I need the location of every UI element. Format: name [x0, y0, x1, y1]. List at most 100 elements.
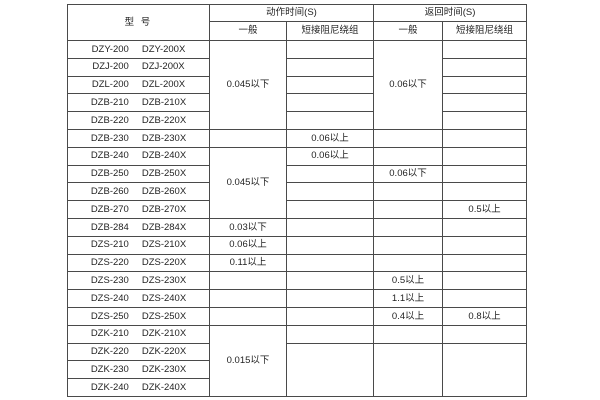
model-name-x: DZB-260X [141, 186, 187, 198]
table-row: DZS-250 DZS-250X 0.4以上 0.8以上 [67, 306, 528, 326]
table-row: DZK-210 DZK-210X 0.015以下 [67, 324, 528, 397]
value-cell [442, 146, 528, 166]
value-cell [285, 164, 375, 184]
value-cell [442, 253, 528, 273]
value-cell: 0.11以上 [209, 253, 287, 273]
model-cell: DZB-250 DZB-250X [67, 164, 210, 184]
model-name-x: DZS-220X [141, 257, 187, 269]
table-row: DZJ-200 DZJ-200X [67, 57, 528, 77]
model-name: DZB-240 [90, 150, 129, 162]
value-cell [442, 93, 528, 113]
table-row: DZB-210 DZB-210X [67, 93, 528, 113]
value-cell: 0.06以下 [373, 40, 444, 130]
model-name-x: DZS-240X [141, 292, 187, 304]
value-cell [285, 235, 375, 255]
value-cell [285, 306, 375, 326]
model-name: DZB-260 [90, 186, 129, 198]
model-name-x: DZJ-200X [141, 61, 185, 73]
model-name-x: DZY-200X [141, 43, 186, 55]
table-row: DZB-260 DZB-260X [67, 182, 528, 202]
table-row: DZL-200 DZL-200X [67, 75, 528, 95]
value-cell: 0.015以下 [209, 324, 287, 397]
model-name-x: DZK-210X [141, 328, 187, 340]
model-name: DZS-250 [90, 310, 129, 322]
model-name-x: DZK-220X [141, 346, 187, 358]
model-name: DZS-230 [90, 275, 129, 286]
value-cell [285, 75, 375, 95]
table-row: DZB-270 DZB-270X 0.5以上 [67, 200, 528, 219]
table-row: DZB-250 DZB-250X 0.06以下 [67, 164, 528, 184]
value-cell [442, 235, 528, 255]
model-cell: DZK-220 DZK-220X [67, 342, 210, 362]
value-cell [285, 324, 375, 344]
model-cell: DZB-284 DZB-284X [67, 217, 210, 237]
model-name-x: DZB-210X [141, 97, 187, 109]
model-cell: DZB-230 DZB-230X [67, 128, 210, 148]
header-action-time: 动作时间(S) [208, 4, 375, 22]
model-cell: DZS-240 DZS-240X [67, 289, 210, 308]
value-cell [285, 182, 375, 202]
value-cell: 1.1以上 [373, 289, 444, 308]
table-row: DZS-240 DZS-240X 1.1以上 [67, 289, 528, 308]
model-name-x: DZS-210X [141, 239, 187, 251]
model-cell: DZB-240 DZB-240X [67, 146, 210, 166]
value-cell [442, 182, 528, 202]
model-name-x: DZS-230X [141, 275, 187, 286]
model-cell: DZY-200 DZY-200X [67, 40, 210, 59]
value-cell: 0.045以下 [209, 40, 287, 130]
value-cell [373, 253, 444, 273]
model-cell: DZB-260 DZB-260X [67, 182, 210, 202]
value-cell [442, 75, 528, 95]
value-cell [442, 217, 528, 237]
model-name: DZK-240 [90, 381, 129, 393]
value-cell [285, 253, 375, 273]
header-model: 型 号 [67, 4, 210, 41]
model-cell: DZS-220 DZS-220X [67, 253, 210, 273]
value-cell [209, 306, 287, 326]
value-cell [285, 200, 375, 219]
table-row: DZY-200 DZY-200X 0.045以下 0.06以下 [67, 40, 528, 130]
model-name: DZS-220 [90, 257, 129, 269]
table-row: DZS-230 DZS-230X 0.5以上 [67, 271, 528, 291]
value-cell [285, 111, 375, 130]
model-name-x: DZK-240X [141, 381, 187, 393]
relay-spec-table: 型 号 动作时间(S) 返回时间(S) 一般 短接阻尼绕组 一般 短接阻尼绕组 … [67, 4, 528, 397]
value-cell: 0.06以上 [285, 146, 375, 166]
model-cell: DZJ-200 DZJ-200X [67, 57, 210, 77]
value-cell [373, 342, 444, 397]
value-cell: 0.4以上 [373, 306, 444, 326]
value-cell [373, 217, 444, 237]
value-cell [373, 324, 444, 344]
value-cell [373, 235, 444, 255]
value-cell [209, 289, 287, 308]
table-row: DZS-220 DZS-220X 0.11以上 [67, 253, 528, 273]
model-cell: DZK-240 DZK-240X [67, 378, 210, 397]
value-cell [442, 342, 528, 397]
table-row: DZS-210 DZS-210X 0.06以上 [67, 235, 528, 255]
value-cell [373, 200, 444, 219]
model-cell: DZS-210 DZS-210X [67, 235, 210, 255]
model-name: DZB-250 [90, 168, 129, 180]
value-cell [285, 93, 375, 113]
model-name-x: DZL-200X [141, 79, 186, 91]
model-name: DZS-240 [90, 292, 129, 304]
value-cell [209, 271, 287, 291]
model-cell: DZB-270 DZB-270X [67, 200, 210, 219]
value-cell [442, 40, 528, 59]
table-header: 型 号 动作时间(S) 返回时间(S) 一般 短接阻尼绕组 一般 短接阻尼绕组 [67, 4, 528, 41]
model-name: DZB-270 [90, 203, 129, 215]
model-cell: DZB-210 DZB-210X [67, 93, 210, 113]
model-cell: DZK-210 DZK-210X [67, 324, 210, 344]
relay-spec-table-container: 型 号 动作时间(S) 返回时间(S) 一般 短接阻尼绕组 一般 短接阻尼绕组 … [67, 4, 528, 397]
model-name: DZK-210 [90, 328, 129, 340]
spec-table-body: DZY-200 DZY-200X 0.045以下 0.06以下 DZJ-200 DZJ-2… [67, 40, 528, 397]
model-name: DZS-210 [90, 239, 129, 251]
model-cell: DZL-200 DZL-200X [67, 75, 210, 95]
value-cell [442, 289, 528, 308]
model-name-x: DZB-270X [141, 203, 187, 215]
model-name-x: DZB-240X [141, 150, 187, 162]
table-row: DZB-220 DZB-220X [67, 111, 528, 130]
model-name-x: DZB-230X [141, 132, 187, 144]
model-name: DZK-220 [90, 346, 129, 358]
value-cell: 0.045以下 [209, 146, 287, 219]
